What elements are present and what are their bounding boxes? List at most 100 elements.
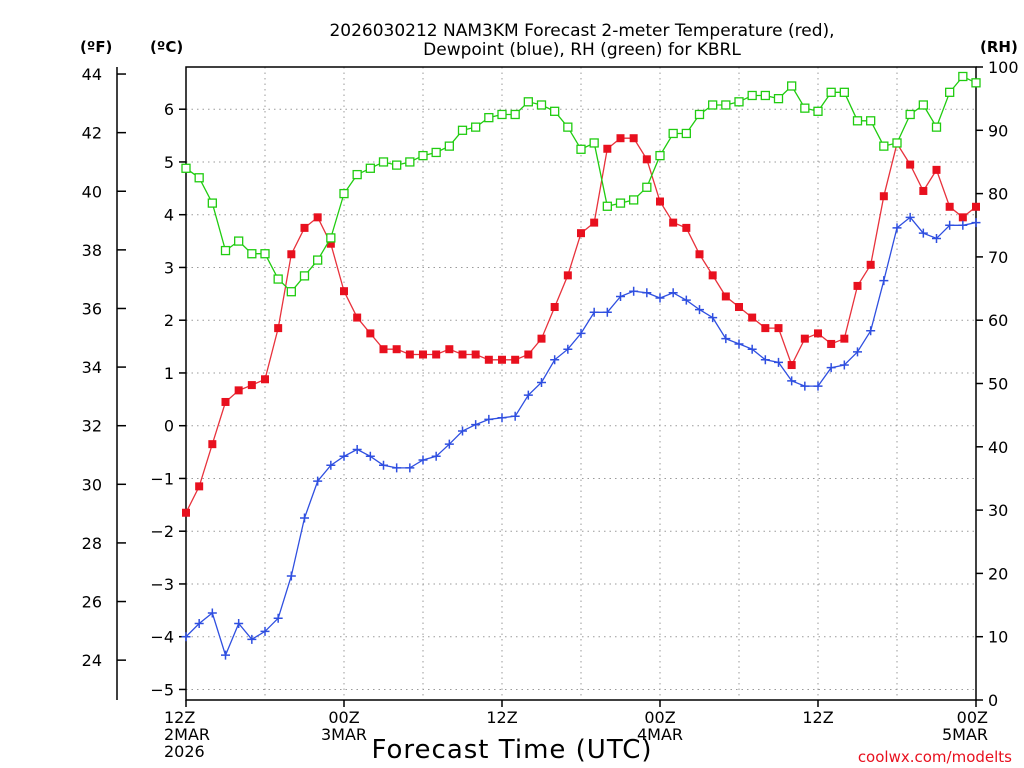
fahrenheit-tick-label: 24 (82, 651, 102, 670)
temperature-marker (458, 350, 467, 359)
rh-marker (629, 195, 639, 205)
rh-marker (813, 106, 823, 116)
temperature-marker (405, 350, 414, 359)
celsius-tick-label: 3 (164, 258, 174, 277)
temperature-marker (774, 324, 783, 333)
temperature-marker (313, 213, 322, 222)
dewpoint-marker (194, 619, 204, 629)
rh-marker (392, 160, 402, 170)
fahrenheit-axis-unit: (ºF) (80, 38, 112, 56)
rh-marker (694, 109, 705, 120)
celsius-tick-label: −2 (150, 522, 174, 541)
rh-marker (655, 150, 665, 161)
dewpoint-marker (313, 476, 323, 486)
x-tick-label: 12Z (802, 708, 833, 727)
rh-marker (602, 201, 612, 211)
rh-marker (866, 116, 876, 126)
dewpoint-marker (708, 313, 718, 323)
temperature-marker (498, 355, 506, 364)
rh-marker (734, 97, 744, 107)
temperature-marker (629, 134, 638, 143)
dewpoint-marker (352, 444, 362, 454)
rh-marker (457, 125, 468, 135)
rh-marker (826, 87, 836, 97)
rh-marker (352, 169, 362, 180)
dewpoint-marker (537, 377, 546, 387)
temperature-marker (326, 239, 335, 248)
dewpoint-marker (207, 608, 217, 618)
rh-marker (339, 188, 349, 199)
dewpoint-marker (760, 355, 770, 365)
temperature-marker (761, 324, 770, 333)
temperature-marker (524, 350, 533, 359)
chart-title-line-1: 2026030212 NAM3KM Forecast 2-meter Tempe… (329, 21, 834, 41)
rh-marker (800, 103, 810, 113)
rh-marker (615, 198, 626, 208)
fahrenheit-tick-label: 34 (82, 358, 102, 377)
x-tick-label: 00Z (957, 708, 988, 727)
rh-marker (194, 173, 204, 183)
temperature-marker (432, 350, 441, 359)
dewpoint-marker (181, 632, 191, 642)
fahrenheit-tick-label: 36 (82, 299, 102, 318)
rh-marker (523, 97, 533, 107)
rh-marker (471, 122, 481, 132)
rh-marker (945, 87, 955, 97)
rh-tick-label: 100 (988, 58, 1019, 77)
fahrenheit-tick-label: 32 (82, 417, 102, 436)
temperature-marker (682, 223, 691, 232)
rh-marker (892, 138, 902, 148)
chart-title-line-2: Dewpoint (blue), RH (green) for KBRL (423, 40, 741, 60)
temperature-marker (563, 271, 572, 280)
temperature-marker (800, 334, 809, 343)
dewpoint-marker (892, 223, 902, 233)
temperature-marker (721, 292, 730, 301)
series-dewpoint (181, 212, 981, 660)
dewpoint-marker (813, 381, 823, 391)
temperature-marker (274, 324, 283, 333)
rh-marker (905, 109, 915, 120)
dewpoint-marker (932, 233, 941, 243)
rh-marker (484, 112, 494, 123)
rh-marker (931, 122, 942, 132)
dewpoint-marker (576, 328, 586, 338)
temperature-marker (932, 165, 941, 174)
dewpoint-marker (839, 360, 849, 370)
dewpoint-marker (550, 355, 560, 365)
dewpoint-marker (418, 455, 428, 465)
dewpoint-marker (221, 650, 230, 660)
temperature-marker (787, 361, 796, 370)
fahrenheit-tick-label: 28 (82, 534, 102, 553)
celsius-tick-label: −1 (150, 469, 174, 488)
rh-marker (550, 106, 560, 116)
temperature-marker (827, 339, 836, 348)
dewpoint-marker (471, 420, 481, 430)
rh-tick-label: 80 (988, 185, 1008, 204)
temperature-marker (221, 397, 230, 406)
celsius-tick-label: 5 (164, 153, 174, 172)
dewpoint-marker (458, 426, 467, 436)
temperature-marker (735, 303, 743, 312)
rh-marker (286, 287, 296, 297)
dewpoint-marker (668, 288, 678, 298)
rh-tick-label: 30 (988, 501, 1008, 520)
x-tick-label: 00Z (644, 708, 675, 727)
rh-tick-label: 50 (988, 375, 1008, 394)
dewpoint-marker (787, 376, 797, 386)
rh-marker (207, 198, 217, 208)
dewpoint-marker (853, 347, 862, 357)
rh-marker (313, 255, 323, 265)
celsius-tick-label: 4 (164, 206, 174, 225)
temperature-marker (379, 345, 388, 354)
dewpoint-marker (484, 414, 494, 424)
temperature-marker (353, 313, 362, 322)
temperature-marker (590, 218, 599, 227)
temperature-marker (945, 202, 954, 211)
dewpoint-marker (260, 626, 270, 636)
x-axis-label: Forecast Time (UTC) (371, 735, 652, 765)
dewpoint-marker (734, 339, 744, 349)
dewpoint-marker (365, 451, 375, 461)
dewpoint-marker (616, 291, 625, 301)
grid-lines (186, 67, 976, 700)
